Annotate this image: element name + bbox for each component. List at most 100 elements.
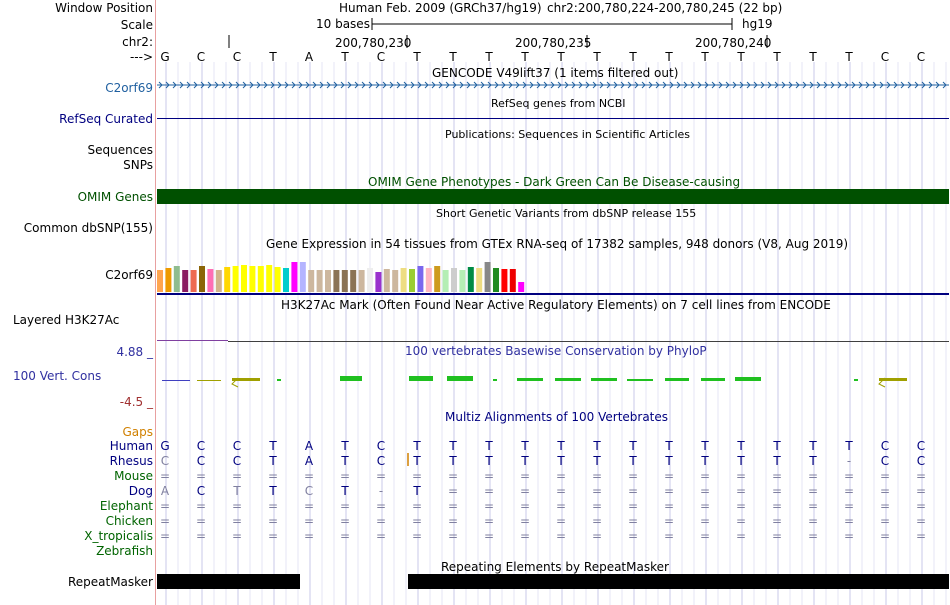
alignment-base: = [915,469,927,483]
sequence-base: T [557,50,565,64]
alignment-base: = [267,529,279,543]
h3k27ac-track-title[interactable]: H3K27Ac Mark (Often Found Near Active Re… [281,298,831,312]
cons-label[interactable]: 100 Vert. Cons [13,369,102,383]
conservation-score-mark [854,379,858,381]
alignment-base: = [447,499,459,513]
conservation-score-mark [555,378,581,381]
assembly-title: Human Feb. 2009 (GRCh37/hg19) [339,1,542,15]
species-label-mouse[interactable]: Mouse [114,469,153,483]
species-label-elephant[interactable]: Elephant [99,499,153,513]
species-label-zebrafish[interactable]: Zebrafish [96,544,153,558]
strand-arrow-icon [585,81,590,89]
species-label-rhesus[interactable]: Rhesus [109,454,153,468]
alignment-base: = [699,499,711,513]
omim-label[interactable]: OMIM Genes [77,190,153,204]
alignment-base: T [701,454,709,468]
strand-arrow-icon [403,81,408,89]
gtex-track-title[interactable]: Gene Expression in 54 tissues from GTEx … [266,237,849,251]
strand-arrow-icon [788,81,793,89]
alignment-base: T [521,439,529,453]
alignment-base: = [447,484,459,498]
species-label-x_tropicalis[interactable]: X_tropicalis [84,529,153,543]
cons-track-title[interactable]: 100 vertebrates Basewise Conservation by… [405,344,707,358]
alignment-base: = [735,529,747,543]
repeat-element[interactable] [408,574,949,589]
sequence-base: T [521,50,529,64]
gtex-tissue-bar [341,270,348,292]
alignment-base: = [627,484,639,498]
alignment-base: A [160,484,170,498]
strand-arrow-icon [417,81,422,89]
alignment-base: - [378,484,384,498]
repeatmasker-label[interactable]: RepeatMasker [67,575,153,589]
alignment-base: = [843,469,855,483]
sequence-base: C [196,50,206,64]
alignment-base: C [160,454,170,468]
repeatmasker-track-title[interactable]: Repeating Elements by RepeatMasker [441,560,669,574]
gtex-tissue-bar [249,266,256,292]
alignment-base: = [699,469,711,483]
alignment-base: = [159,529,171,543]
scale-bar [371,18,733,30]
h3k27ac-signal [157,340,228,341]
alignment-base: C [304,484,314,498]
refseq-track-title[interactable]: RefSeq genes from NCBI [491,97,626,110]
gtex-tissue-bar [165,268,172,292]
alignment-base: = [339,469,351,483]
multiz-track-title[interactable]: Multiz Alignments of 100 Vertebrates [445,410,669,424]
refseq-label[interactable]: RefSeq Curated [59,112,153,126]
alignment-base: = [591,469,603,483]
strand-arrow-icon [361,81,366,89]
species-label-human[interactable]: Human [109,439,153,453]
gencode-track-title[interactable]: GENCODE V49lift37 (1 items filtered out) [432,66,679,80]
strand-arrow-icon [270,81,275,89]
strand-arrow-icon [739,81,744,89]
strand-arrow-icon [207,81,212,89]
refseq-gene-line[interactable] [157,118,949,119]
h3k27ac-label[interactable]: Layered H3K27Ac [13,313,120,327]
gtex-tissue-bar [308,270,315,292]
sequences-label[interactable]: Sequences [87,143,153,157]
gtex-tissue-bar [400,268,407,292]
strand-arrow-icon [501,81,506,89]
strand-arrow-icon [354,81,359,89]
dbsnp-label[interactable]: Common dbSNP(155) [23,221,153,235]
publications-track-title[interactable]: Publications: Sequences in Scientific Ar… [445,128,690,141]
repeat-element[interactable] [157,574,300,589]
gtex-tissue-bar [459,270,466,292]
snps-label[interactable]: SNPs [123,158,153,172]
gencode-gene-feature[interactable] [157,79,949,91]
species-label-dog[interactable]: Dog [128,484,153,498]
alignment-base: = [555,469,567,483]
omim-gene-bar[interactable] [157,189,949,204]
alignment-base: = [159,514,171,528]
strand-arrow-icon [473,81,478,89]
omim-track-title[interactable]: OMIM Gene Phenotypes - Dark Green Can Be… [368,175,741,189]
alignment-base: = [735,469,747,483]
strand-arrow-icon [774,81,779,89]
dbsnp-track-title[interactable]: Short Genetic Variants from dbSNP releas… [436,207,697,220]
strand-arrow-icon [291,81,296,89]
strand-arrow-icon [578,81,583,89]
gtex-expression-bars[interactable] [157,252,537,294]
cons-min-label: -4.5 _ [119,395,153,409]
alignment-base: = [483,514,495,528]
alignment-base: = [915,529,927,543]
strand-arrow-icon [340,81,345,89]
alignment-base: = [375,529,387,543]
species-label-chicken[interactable]: Chicken [105,514,153,528]
strand-arrow-icon [879,81,884,89]
strand-arrow-icon [753,81,758,89]
ruler-tick [406,35,408,48]
strand-arrow-icon [599,81,604,89]
sequence-base: T [809,50,817,64]
gaps-label[interactable]: Gaps [122,425,153,439]
strand-arrow-icon [921,81,926,89]
gtex-gene-label[interactable]: C2orf69 [105,268,153,282]
alignment-base: = [699,514,711,528]
gencode-gene-label[interactable]: C2orf69 [105,81,153,95]
alignment-base: = [411,514,423,528]
conservation-plot[interactable] [157,372,949,392]
strand-arrow-icon [893,81,898,89]
